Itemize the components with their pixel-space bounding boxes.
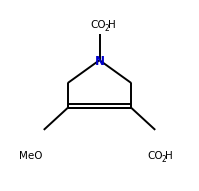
Text: 2: 2 <box>161 155 166 164</box>
Text: CO: CO <box>147 151 163 161</box>
Text: 2: 2 <box>104 24 109 33</box>
Text: MeO: MeO <box>19 151 43 161</box>
Text: N: N <box>95 55 104 68</box>
Text: CO: CO <box>91 20 106 30</box>
Text: H: H <box>165 151 173 161</box>
Text: H: H <box>108 20 116 30</box>
